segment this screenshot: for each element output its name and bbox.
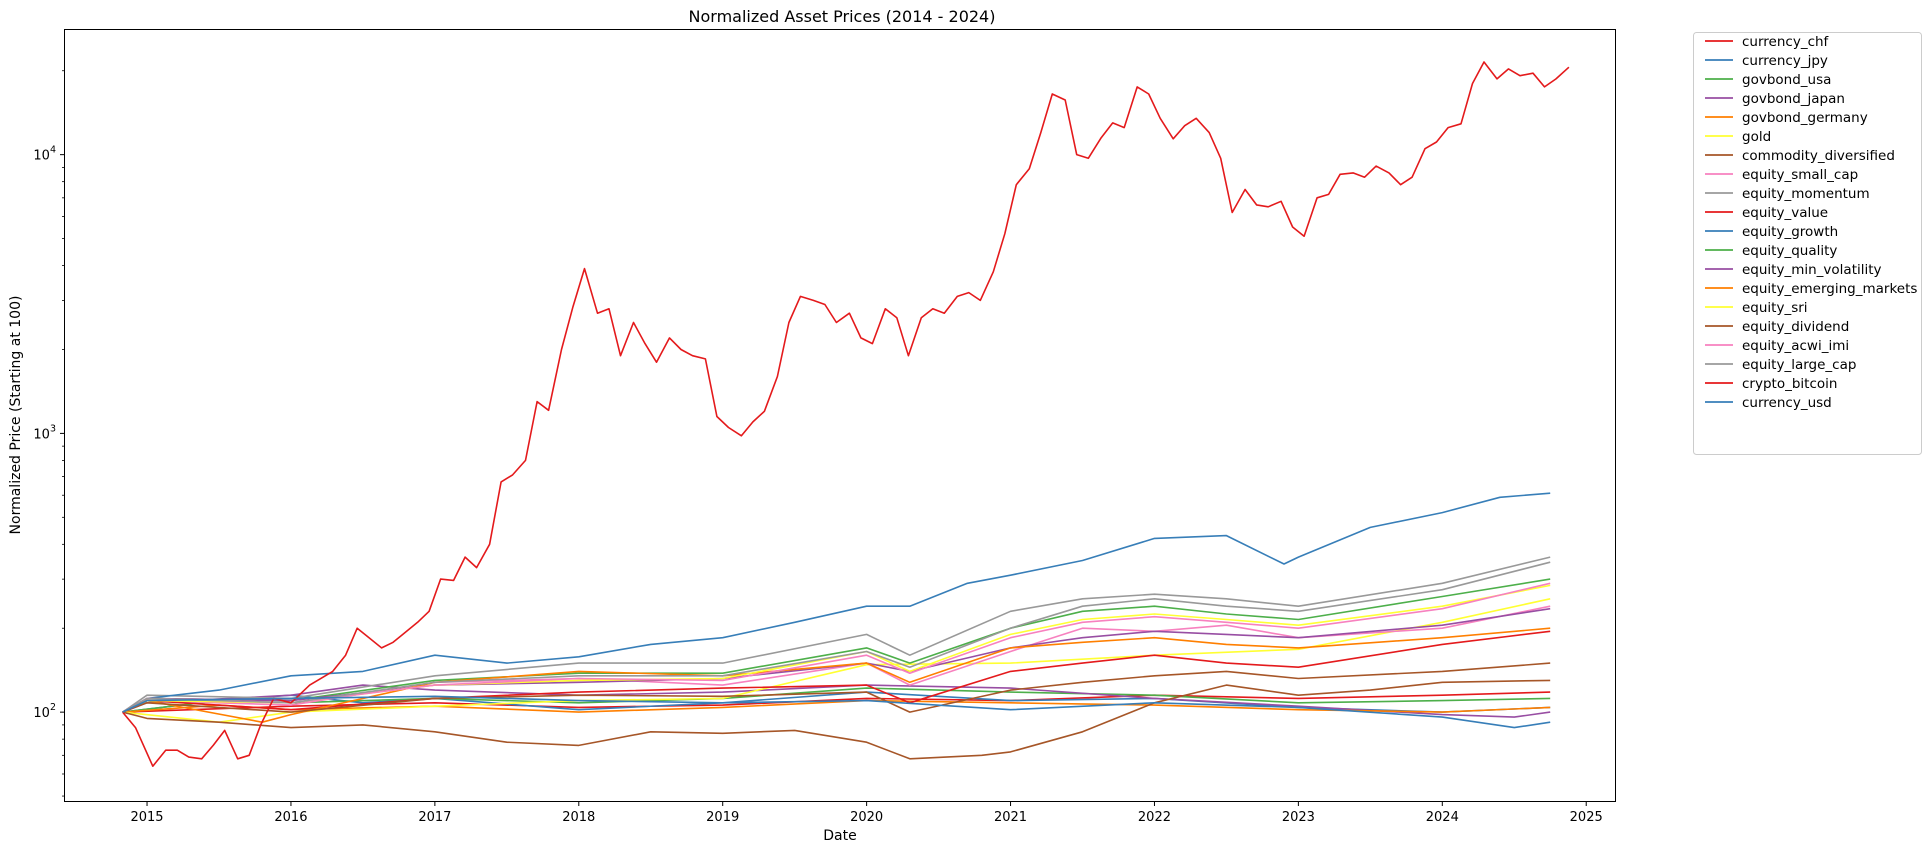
series-line-equity-momentum — [122, 556, 1551, 713]
x-axis: 2015 2016 2017 2018 2019 2020 2021 2022 2023 2024… — [130, 801, 1603, 825]
legend-label: govbond_germany — [1742, 110, 1868, 126]
x-tick-label: 2024 — [1426, 810, 1459, 825]
y-axis-label: Normalized Price (Starting at 100) — [8, 296, 24, 535]
legend-label: currency_usd — [1742, 395, 1832, 411]
legend-label: gold — [1742, 129, 1771, 145]
legend-label: govbond_usa — [1742, 72, 1831, 88]
legend-label: equity_sri — [1742, 300, 1808, 316]
series-line-crypto-bitcoin — [121, 61, 1570, 767]
legend-label: commodity_diversified — [1742, 148, 1895, 164]
x-tick-label: 2017 — [418, 810, 451, 825]
plot-frame — [64, 29, 1616, 802]
chart-title: Normalized Asset Prices (2014 - 2024) — [689, 7, 996, 26]
x-tick-label: 2025 — [1570, 810, 1603, 825]
legend-label: equity_quality — [1742, 243, 1837, 259]
x-tick-label: 2022 — [1138, 810, 1171, 825]
legend-label: currency_jpy — [1742, 53, 1828, 69]
x-tick-label: 2021 — [994, 810, 1027, 825]
series-line-equity-emerging-markets — [122, 627, 1551, 723]
legend-label: crypto_bitcoin — [1742, 376, 1837, 392]
x-tick-label: 2016 — [274, 810, 307, 825]
legend-label: equity_small_cap — [1742, 167, 1858, 183]
y-tick-label: 103 — [33, 423, 56, 442]
series-line-gold — [122, 598, 1551, 723]
y-tick-label: 104 — [33, 145, 56, 164]
series-line-commodity-diversified — [122, 679, 1551, 760]
series-line-currency-usd — [122, 695, 1551, 729]
x-tick-label: 2019 — [706, 810, 739, 825]
legend-label: equity_min_volatility — [1742, 262, 1882, 278]
legend-label: equity_emerging_markets — [1742, 281, 1917, 297]
series-line-govbond-japan — [122, 684, 1551, 718]
legend-label: equity_value — [1742, 205, 1828, 221]
legend-label: govbond_japan — [1742, 91, 1845, 107]
legend: currency_chf currency_jpy govbond_usagovbo… — [1693, 32, 1922, 455]
x-tick-label: 2018 — [562, 810, 595, 825]
legend-label: equity_large_cap — [1742, 357, 1856, 373]
x-axis-label: Date — [823, 828, 856, 844]
series-line-equity-dividend — [122, 662, 1551, 713]
y-tick-label: 102 — [33, 702, 56, 721]
legend-label: equity_momentum — [1742, 186, 1870, 202]
series-line-equity-growth — [122, 492, 1551, 713]
series-line-equity-large-cap — [122, 561, 1551, 713]
plot-lines — [121, 61, 1570, 767]
x-tick-label: 2015 — [130, 810, 163, 825]
legend-frame — [1693, 32, 1922, 455]
legend-label: equity_growth — [1742, 224, 1838, 240]
x-tick-label: 2023 — [1282, 810, 1315, 825]
y-axis: 102 103 104 — [33, 70, 65, 797]
legend-label: equity_acwi_imi — [1742, 338, 1849, 354]
x-tick-label: 2020 — [850, 810, 883, 825]
series-line-equity-quality — [122, 578, 1551, 713]
legend-label: equity_dividend — [1742, 319, 1849, 335]
legend-label: currency_chf — [1742, 34, 1830, 50]
series-line-currency-chf — [122, 691, 1551, 713]
